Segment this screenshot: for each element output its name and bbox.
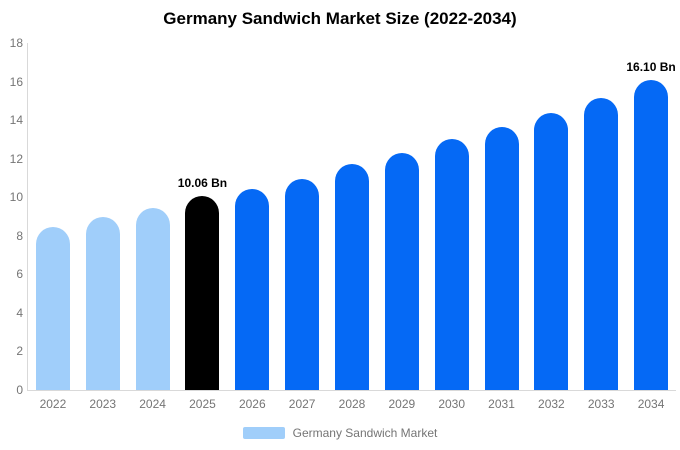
- y-tick-label-6: 6: [16, 267, 23, 282]
- y-tick-label-4: 4: [16, 305, 23, 320]
- bar-2026[interactable]: [235, 188, 270, 390]
- x-tick-label-2029: 2029: [388, 397, 416, 411]
- x-tick-label-2028: 2028: [338, 397, 366, 411]
- x-tick-label-2025: 2025: [189, 397, 216, 411]
- bar-2032[interactable]: [534, 113, 569, 390]
- legend[interactable]: Germany Sandwich Market: [0, 426, 680, 440]
- x-axis-line: [27, 390, 676, 391]
- bar-2034[interactable]: [634, 79, 669, 390]
- x-tick-label-2033: 2033: [587, 397, 615, 411]
- legend-swatch: [242, 427, 285, 439]
- x-tick-label-2030: 2030: [438, 397, 466, 411]
- x-tick-label-2026: 2026: [238, 397, 266, 411]
- x-tick-label-2027: 2027: [288, 397, 316, 411]
- bar-2033[interactable]: [584, 97, 619, 390]
- x-tick-label-2022: 2022: [39, 397, 67, 411]
- bar-2024[interactable]: [135, 207, 170, 390]
- bar-2023[interactable]: [85, 216, 120, 390]
- bar-2031[interactable]: [484, 126, 519, 390]
- y-tick-label-8: 8: [16, 228, 23, 243]
- x-tick-label-2034: 2034: [637, 397, 665, 411]
- y-tick-label-10: 10: [9, 190, 23, 205]
- bar-value-label-2034: 16.10 Bn: [626, 59, 676, 74]
- chart-title: Germany Sandwich Market Size (2022-2034): [163, 9, 517, 28]
- bar-2025[interactable]: [185, 196, 220, 390]
- bar-2028[interactable]: [335, 164, 369, 390]
- bar-2030[interactable]: [434, 139, 469, 390]
- y-tick-label-0: 0: [16, 383, 23, 397]
- bar-2022[interactable]: [35, 227, 70, 390]
- x-tick-label-2032: 2032: [538, 397, 565, 411]
- y-tick-label-2: 2: [16, 344, 23, 359]
- x-tick-label-2031: 2031: [488, 397, 515, 411]
- x-tick-label-2023: 2023: [89, 397, 117, 411]
- bar-value-label-2025: 10.06 Bn: [177, 176, 228, 191]
- bar-2027[interactable]: [285, 178, 320, 390]
- legend-label: Germany Sandwich Market: [292, 426, 438, 440]
- y-tick-label-16: 16: [9, 74, 23, 89]
- y-axis-line: [27, 43, 28, 390]
- y-tick-label-14: 14: [9, 113, 23, 128]
- bar-2029[interactable]: [384, 152, 419, 390]
- y-tick-label-18: 18: [9, 36, 23, 50]
- y-tick-label-12: 12: [9, 151, 23, 166]
- x-tick-label-2024: 2024: [139, 397, 166, 411]
